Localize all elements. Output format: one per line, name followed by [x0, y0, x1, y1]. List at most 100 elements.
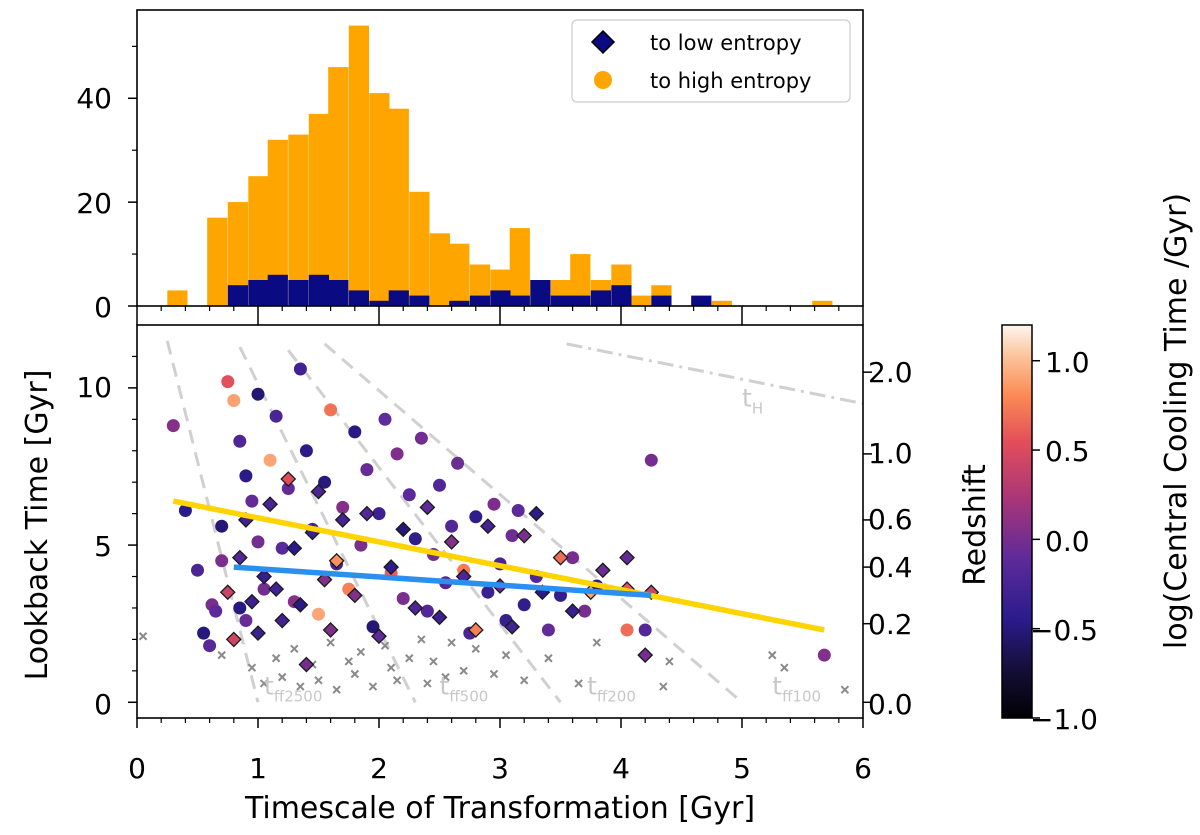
hist-bar — [348, 290, 369, 306]
guide-line-tff500 — [238, 346, 417, 703]
legend-high-label: to high entropy — [650, 69, 811, 93]
low-entropy-point — [637, 647, 654, 664]
high-entropy-point — [263, 453, 277, 467]
low-entropy-point — [244, 593, 260, 610]
redshift-tick-0.4: 0.4 — [868, 551, 913, 584]
xtick-label-4: 4 — [612, 752, 630, 785]
high-entropy-point — [420, 604, 434, 618]
hist-bar — [469, 295, 490, 306]
hist-bar — [388, 290, 409, 306]
low-entropy-point — [619, 549, 635, 566]
hist-bar — [369, 300, 390, 306]
low-entropy-point — [594, 562, 611, 579]
scatter-ticks — [128, 316, 872, 728]
hist-bar — [308, 113, 329, 307]
low-entropy-point — [528, 505, 545, 522]
cross-marker — [368, 682, 378, 691]
ytick-label-5: 5 — [94, 530, 112, 563]
redshift-tick-0.2: 0.2 — [868, 608, 913, 641]
guide-label-sub-tff100: ff100 — [782, 687, 821, 705]
cross-marker — [471, 644, 481, 654]
low-entropy-point — [564, 603, 581, 620]
low-entropy-point — [504, 618, 521, 635]
hist-bar — [267, 139, 288, 306]
high-entropy-point — [578, 604, 592, 618]
cross-marker — [574, 679, 583, 688]
xtick-label-0: 0 — [128, 752, 146, 785]
high-entropy-point — [366, 620, 380, 634]
guide-line-tff200 — [287, 349, 562, 704]
high-entropy-point — [451, 456, 465, 470]
hist-bar — [449, 243, 470, 306]
low-entropy-point — [328, 552, 345, 569]
cross-marker — [501, 650, 511, 660]
high-entropy-point — [166, 419, 180, 433]
high-entropy-point — [408, 532, 422, 546]
high-entropy-point — [620, 623, 634, 637]
fit-lines — [172, 498, 825, 633]
histogram-ticks — [128, 45, 864, 316]
high-entropy-point — [209, 604, 223, 618]
low-entropy-point — [395, 521, 412, 538]
colorbar-tick-0.0: 0.0 — [1045, 525, 1090, 558]
cross-marker — [423, 679, 432, 688]
high-entropy-point — [481, 585, 495, 599]
high-entropy-point — [227, 394, 241, 407]
high-entropy-point — [293, 362, 307, 376]
guide-labels: tff2500 tff500 tff200 tff100 tH — [264, 384, 821, 706]
low-entropy-point — [552, 549, 569, 566]
hist-bar — [369, 93, 390, 306]
high-entropy-point — [257, 582, 271, 596]
colorbar-tick-neg0.5: −0.5 — [1030, 614, 1098, 647]
high-entropy-point — [336, 500, 350, 514]
high-entropy-point — [638, 623, 652, 637]
legend: to low entropy to high entropy — [571, 19, 851, 103]
low-entropy-point — [431, 609, 448, 626]
redshift-tick-0.6: 0.6 — [868, 503, 913, 536]
colorbar-gradient — [1001, 324, 1033, 719]
high-entropy-point — [233, 434, 247, 448]
colorbar-tick-0.5: 0.5 — [1045, 435, 1090, 468]
legend-circle-marker — [594, 71, 612, 89]
high-entropy-point — [511, 504, 525, 517]
cross-marker — [780, 663, 789, 672]
cross-marker — [259, 679, 269, 688]
high-entropy-point — [354, 538, 368, 552]
high-entropy-point — [487, 497, 501, 511]
cross-marker — [356, 647, 366, 657]
high-entropy-point — [251, 535, 265, 549]
hist-bar — [308, 274, 329, 306]
cross-marker — [296, 682, 305, 691]
hist-bar — [630, 295, 651, 306]
cross-marker — [277, 672, 287, 682]
guide-label-tff200: tff200 — [587, 671, 636, 705]
hist-bar — [691, 295, 712, 306]
high-entropy-point — [269, 409, 283, 423]
histogram-low-entropy-bars — [227, 274, 712, 306]
high-entropy-point — [239, 469, 253, 483]
high-entropy-point — [348, 425, 362, 439]
cross-marker — [247, 663, 257, 672]
cross-marker — [592, 638, 602, 647]
xtick-label-5: 5 — [733, 752, 751, 785]
hist-bar — [267, 274, 288, 306]
cross-marker — [768, 650, 777, 660]
low-entropy-point — [256, 568, 272, 585]
hist-bar — [570, 295, 591, 306]
low-entropy-point — [262, 496, 279, 513]
cross-marker — [447, 638, 456, 647]
high-entropy-point — [396, 592, 410, 605]
low-entropy-point — [250, 625, 266, 642]
cross-marker — [840, 685, 850, 694]
guide-label-sub-tH: H — [752, 400, 763, 418]
hist-ytick-label-20: 20 — [76, 187, 112, 220]
high-entropy-point — [178, 504, 192, 517]
low-entropy-point — [225, 631, 242, 648]
high-entropy-point — [197, 626, 211, 640]
cross-marker — [314, 676, 323, 685]
legend-low-label: to low entropy — [650, 31, 802, 55]
guide-label-tff100: tff100 — [772, 671, 821, 705]
guide-line-tff2500 — [165, 340, 260, 703]
hist-bar — [490, 290, 511, 306]
